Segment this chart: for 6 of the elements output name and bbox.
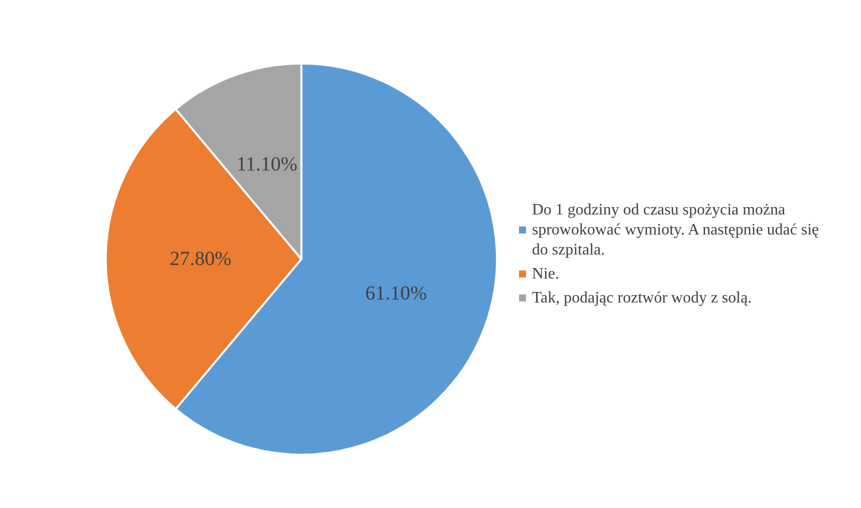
data-label: 61.10%	[365, 282, 427, 305]
legend-label: Tak, podając roztwór wody z solą.	[532, 290, 752, 306]
legend-label: Nie.	[532, 266, 560, 282]
data-label: 11.10%	[236, 153, 298, 176]
legend-label: Do 1 godziny od czasu spożycia można sprowokować wymioty. A następnie udać się do szpitala.	[532, 202, 823, 258]
data-label: 27.80%	[170, 248, 232, 270]
